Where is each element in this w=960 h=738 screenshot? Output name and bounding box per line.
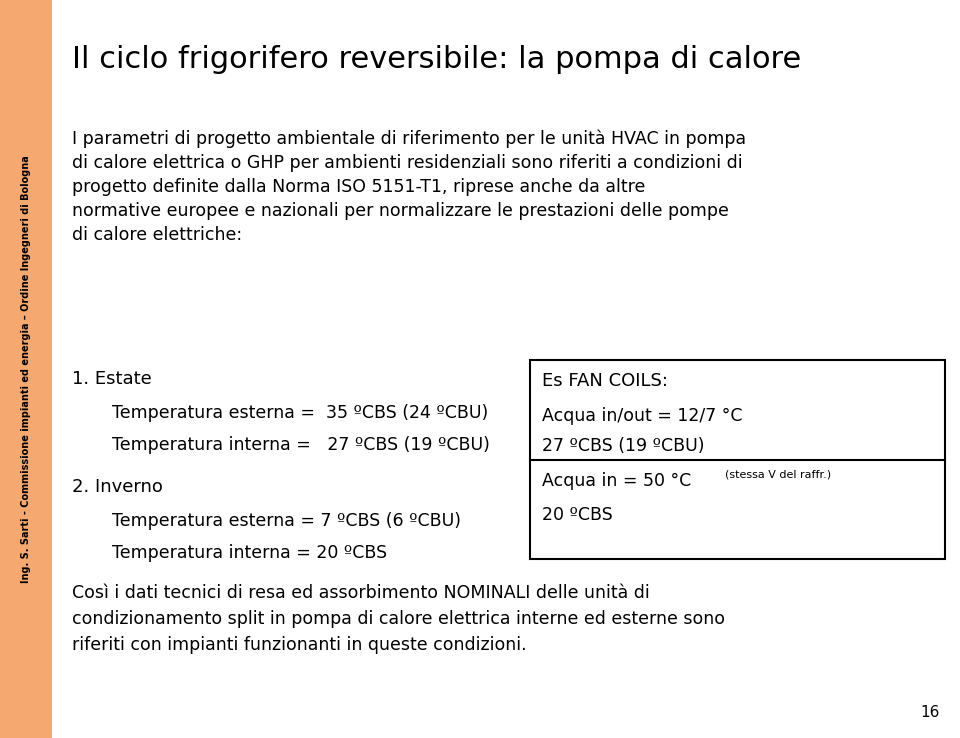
Text: Così i dati tecnici di resa ed assorbimento NOMINALI delle unità di: Così i dati tecnici di resa ed assorbime… [72, 584, 650, 602]
Text: Acqua in = 50 °C: Acqua in = 50 °C [542, 472, 691, 489]
Text: di calore elettrica o GHP per ambienti residenziali sono riferiti a condizioni d: di calore elettrica o GHP per ambienti r… [72, 154, 743, 172]
Bar [0, 0, 52, 738]
Text: progetto definite dalla Norma ISO 5151-T1, riprese anche da altre: progetto definite dalla Norma ISO 5151-T… [72, 178, 645, 196]
Text: Temperatura interna = 20 ºCBS: Temperatura interna = 20 ºCBS [90, 544, 387, 562]
Text: 1. Estate: 1. Estate [72, 370, 152, 388]
Text: di calore elettriche:: di calore elettriche: [72, 226, 242, 244]
Text: 27 ºCBS (19 ºCBU): 27 ºCBS (19 ºCBU) [542, 437, 705, 455]
Text: Temperatura interna =   27 ºCBS (19 ºCBU): Temperatura interna = 27 ºCBS (19 ºCBU) [90, 436, 490, 454]
Text: Temperatura esterna = 7 ºCBS (6 ºCBU): Temperatura esterna = 7 ºCBS (6 ºCBU) [90, 512, 461, 530]
Text: Il ciclo frigorifero reversibile: la pompa di calore: Il ciclo frigorifero reversibile: la pom… [72, 45, 802, 74]
Bar [530, 360, 945, 559]
Text: condizionamento split in pompa di calore elettrica interne ed esterne sono: condizionamento split in pompa di calore… [72, 610, 725, 628]
Text: Ing. S. Sarti - Commissione impianti ed energia – Ordine Ingegneri di Bologna: Ing. S. Sarti - Commissione impianti ed … [21, 155, 31, 583]
Text: 20 ºCBS: 20 ºCBS [542, 506, 612, 525]
Text: Es FAN COILS:: Es FAN COILS: [542, 372, 668, 390]
Text: 2. Inverno: 2. Inverno [72, 478, 163, 496]
Text: (stessa V del raffr.): (stessa V del raffr.) [725, 469, 831, 480]
Text: riferiti con impianti funzionanti in queste condizioni.: riferiti con impianti funzionanti in que… [72, 636, 527, 654]
Text: Acqua in/out = 12/7 °C: Acqua in/out = 12/7 °C [542, 407, 742, 425]
Text: I parametri di progetto ambientale di riferimento per le unità HVAC in pompa: I parametri di progetto ambientale di ri… [72, 130, 746, 148]
Text: 16: 16 [921, 705, 940, 720]
Text: normative europee e nazionali per normalizzare le prestazioni delle pompe: normative europee e nazionali per normal… [72, 202, 729, 220]
Text: Temperatura esterna =  35 ºCBS (24 ºCBU): Temperatura esterna = 35 ºCBS (24 ºCBU) [90, 404, 489, 422]
